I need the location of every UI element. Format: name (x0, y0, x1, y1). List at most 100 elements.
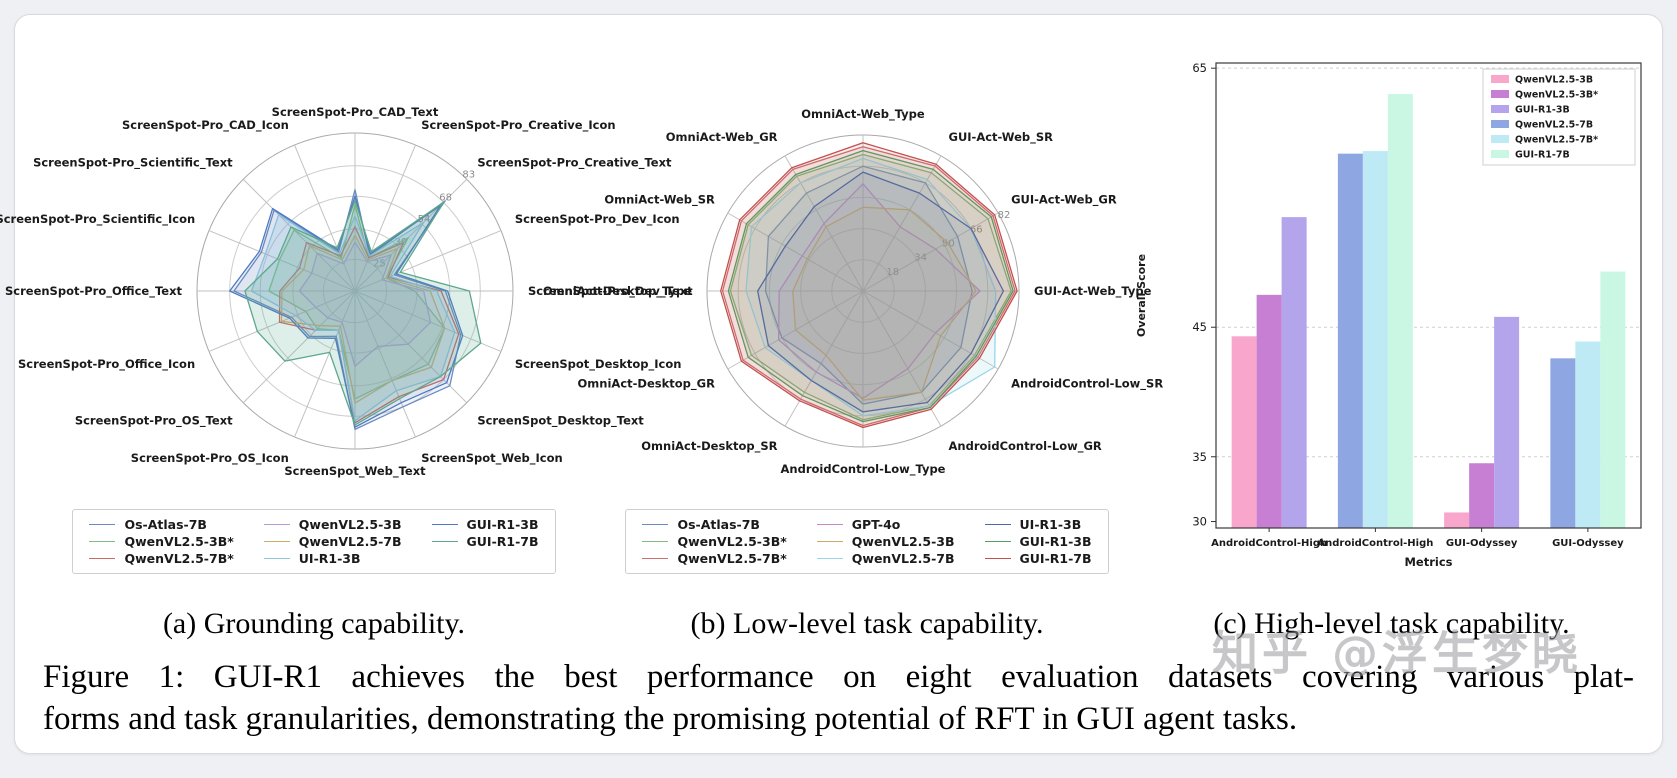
radial-tick-label: 54 (418, 214, 431, 225)
bar-legend-label: QwenVL2.5-3B (1515, 75, 1593, 86)
subcaptions-row: (a) Grounding capability. (b) Low-level … (15, 607, 1662, 641)
axis-label: ScreenSpot-Pro_Office_Icon (18, 357, 195, 372)
legend-line-swatch (263, 558, 290, 559)
axis-label: GUI-Act-Web_Type (1034, 284, 1152, 299)
legend-label: QwenVL2.5-3B* (124, 534, 234, 549)
legend-line-swatch (89, 524, 116, 525)
radar-series-GUI-R1-3B (229, 195, 464, 428)
radar-series-Os-Atlas-7B (764, 165, 973, 405)
bar-QwenVL2.5-7B*-GUI-Odyssey (1575, 341, 1601, 528)
bar-GUI-R1-7B-AndroidControl-High (1387, 94, 1413, 528)
legend-line-swatch (642, 541, 669, 542)
axis-label: OmniAct-Web_GR (666, 130, 778, 145)
radial-tick-label: 68 (439, 192, 452, 203)
radar-series-UI-R1-3B (250, 214, 456, 422)
bar-QwenVL2.5-7B*-AndroidControl-High (1362, 151, 1388, 528)
legend-item-GUI-R1-3B: GUI-R1-3B (431, 517, 539, 532)
radial-tick-label: 83 (462, 169, 475, 180)
radar-chart-low-level: 1834506682OmniAct-Web_TypeGUI-Act-Web_SR… (543, 107, 1163, 477)
bar-legend-label: GUI-R1-3B (1515, 105, 1570, 116)
panel-grounding: 25 39 54 68 83 ScreenSpot-Pro_CAD_Text ScreenS… (0, 33, 693, 574)
bar-legend-label: QwenVL2.5-7B* (1515, 135, 1598, 146)
legend-line-swatch (984, 558, 1011, 559)
bar-legend-swatch (1491, 135, 1509, 143)
legend-label: QwenVL2.5-3B (298, 517, 402, 532)
legend-line-swatch (642, 558, 669, 559)
legend-label: QwenVL2.5-7B* (124, 551, 234, 566)
legend-item-Os-Atlas-7B: Os-Atlas-7B (89, 517, 233, 532)
figure-card: 25 39 54 68 83 ScreenSpot-Pro_CAD_Text ScreenS… (0, 14, 1663, 754)
axis-label: OmniAct-Web_SR (604, 193, 715, 208)
axis-label: ScreenSpot-Pro_Creative_Text (477, 156, 672, 171)
bar-QwenVL2.5-3B*-AndroidControl-High (1256, 294, 1282, 528)
legend-label: GUI-R1-3B (466, 517, 539, 532)
axis-label: AndroidControl-Low_GR (949, 439, 1102, 454)
legend-low-level: Os-Atlas-7B QwenVL2.5-3B* QwenVL2.5-7B* GPT… (625, 509, 1109, 574)
bar-QwenVL2.5-7B-GUI-Odyssey (1550, 358, 1576, 528)
radial-tick-label: 25 (373, 259, 386, 270)
legend-label: Os-Atlas-7B (124, 517, 207, 532)
axis-label: ScreenSpot-Pro_CAD_Text (272, 105, 439, 120)
axis-label: ScreenSpot-Pro_OS_Icon (131, 451, 289, 466)
axis-label: GUI-Act-Web_GR (1011, 193, 1117, 208)
legend-line-swatch (816, 524, 843, 525)
grid-spoke (354, 290, 468, 404)
axis-label: ScreenSpot-Pro_Scientific_Icon (0, 212, 195, 227)
subcaption-c: (c) High-level task capability. (1213, 607, 1570, 640)
grid-spoke (294, 290, 356, 438)
bar-legend-label: GUI-R1-7B (1515, 150, 1570, 161)
legend-label: GUI-R1-3B (1019, 534, 1092, 549)
legend-line-swatch (816, 541, 843, 542)
radar-series-GUI-R1-7B (720, 142, 1018, 429)
bar-QwenVL2.5-3B-AndroidControl-High (1231, 336, 1257, 528)
x-tick-label: AndroidControl-High (1211, 538, 1327, 549)
legend-line-swatch (263, 524, 290, 525)
legend-item-QwenVL2.5-7B*: QwenVL2.5-7B* (642, 551, 787, 566)
subcaption-b: (b) Low-level task capability. (690, 607, 1044, 640)
legend-item-UI-R1-3B: UI-R1-3B (263, 551, 402, 566)
bar-legend-swatch (1491, 120, 1509, 128)
radar-chart-grounding: 2539546883ScreenSpot-Pro_CAD_TextScreenS… (0, 105, 693, 479)
legend-label: GPT-4o (851, 517, 901, 532)
bar-QwenVL2.5-7B-AndroidControl-High (1337, 153, 1363, 528)
legend-line-swatch (431, 541, 458, 542)
legend-item-QwenVL2.5-7B*: QwenVL2.5-7B* (89, 551, 234, 566)
radial-tick-label: 66 (970, 224, 983, 235)
legend-line-swatch (263, 541, 290, 542)
radar-series-UI-R1-3B (757, 171, 1005, 413)
legend-label: QwenVL2.5-3B* (677, 534, 787, 549)
legend-label: UI-R1-3B (1019, 517, 1082, 532)
legend-item-GUI-R1-3B: GUI-R1-3B (984, 534, 1092, 549)
axis-label: ScreenSpot-Pro_Scientific_Text (33, 156, 233, 171)
x-tick-label: GUI-Odyssey (1446, 538, 1518, 549)
bar-legend-label: QwenVL2.5-3B* (1515, 90, 1598, 101)
plot-border (1215, 62, 1642, 529)
grid-spoke (784, 290, 864, 427)
legend-label: GUI-R1-7B (466, 534, 539, 549)
legend-item-Os-Atlas-7B: Os-Atlas-7B (642, 517, 786, 532)
grid-spoke (862, 290, 942, 427)
grid-spoke (208, 230, 356, 292)
legend-label: Os-Atlas-7B (677, 517, 760, 532)
axis-label: ScreenSpot-Pro_CAD_Icon (122, 118, 289, 133)
axis-label: ScreenSpot_Desktop_Text (477, 413, 644, 428)
grid-spoke (354, 290, 416, 438)
legend-item-QwenVL2.5-7B: QwenVL2.5-7B (263, 534, 402, 549)
figure-caption-line1: Figure 1: GUI-R1 achieves the best perfo… (43, 659, 1634, 695)
bar-QwenVL2.5-3B*-GUI-Odyssey (1469, 463, 1495, 528)
grid-spoke (242, 178, 356, 292)
legend-item-QwenVL2.5-7B: QwenVL2.5-7B (816, 551, 955, 566)
radar-series-QwenVL2.5-7B (280, 234, 446, 404)
legend-item-QwenVL2.5-3B*: QwenVL2.5-3B* (642, 534, 787, 549)
legend-item-QwenVL2.5-3B: QwenVL2.5-3B (816, 534, 955, 549)
legend-label: GUI-R1-7B (1019, 551, 1092, 566)
grid-spoke (354, 290, 502, 352)
axis-label: ScreenSpot_Web_Icon (421, 451, 562, 466)
y-tick-label: 45 (1192, 320, 1207, 334)
radial-tick-label: 82 (998, 210, 1011, 221)
bar-QwenVL2.5-3B-GUI-Odyssey (1444, 512, 1470, 528)
radar-series-GPT-4o (777, 183, 981, 399)
axis-label: ScreenSpot-Pro_Dev_Text (528, 284, 693, 299)
figure-caption-line2: forms and task granularities, demonstrat… (43, 700, 1298, 737)
figure-caption: Figure 1: GUI-R1 achieves the best perfo… (43, 657, 1634, 741)
